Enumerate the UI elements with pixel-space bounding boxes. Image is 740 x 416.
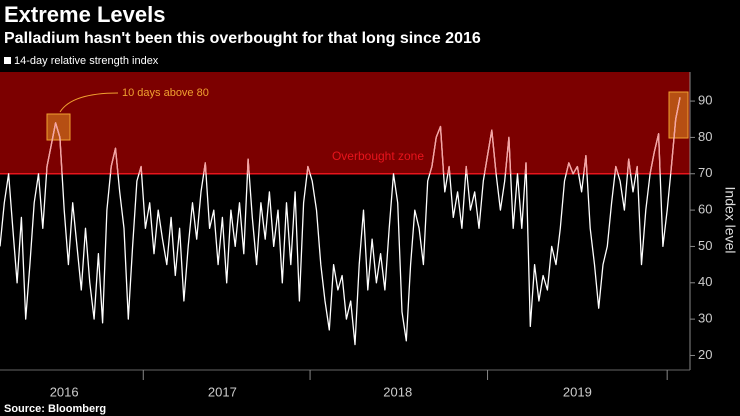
y-tick-label: 80 [698,129,712,144]
annotation-connector [59,92,119,113]
rsi-line-overbought [7,97,681,174]
y-tick-label: 60 [698,202,712,217]
x-tick-label: 2017 [208,384,237,399]
y-tick-label: 20 [698,347,712,362]
y-tick-label: 70 [698,165,712,180]
source: Source: Bloomberg [4,403,106,415]
chart-title: Extreme Levels [4,2,165,27]
highlight-box [46,113,71,141]
x-tick-label: 2016 [50,384,79,399]
legend-swatch [4,57,11,64]
annotation: 10 days above 80 [122,87,209,99]
x-tick-label: 2019 [563,384,592,399]
overbought-zone [0,72,690,174]
y-tick-label: 90 [698,93,712,108]
legend-label: 14-day relative strength index [14,55,159,67]
y-tick-label: 50 [698,238,712,253]
y-axis-label: Index level [722,187,738,254]
y-tick-label: 40 [698,274,712,289]
chart-subtitle: Palladium hasn't been this overbought fo… [4,30,481,47]
zone-label: Overbought zone [332,149,424,163]
x-tick-label: 2018 [383,384,412,399]
highlight-box [668,91,689,139]
y-tick-label: 30 [698,311,712,326]
